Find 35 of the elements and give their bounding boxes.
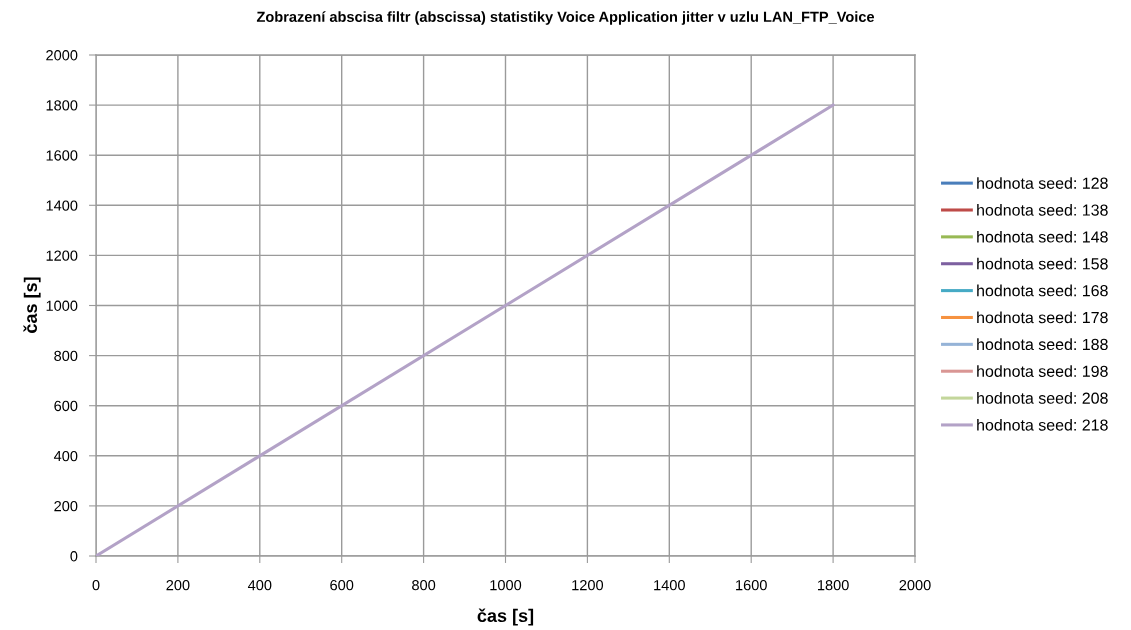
x-tick-label: 400: [247, 580, 272, 591]
x-tick-label: 1400: [654, 580, 685, 591]
y-tick-label: 1600: [46, 150, 78, 161]
x-tick-label: 600: [330, 580, 354, 591]
legend-label: hodnota seed: 158: [977, 257, 1108, 270]
y-tick-label: 400: [53, 450, 78, 462]
legend-label: hodnota seed: 178: [977, 311, 1108, 324]
x-tick-label: 1000: [490, 580, 522, 591]
x-tick-label: 0: [92, 580, 100, 591]
y-tick-label: 800: [54, 350, 78, 362]
legend-label: hodnota seed: 138: [977, 204, 1108, 216]
legend-label: hodnota seed: 168: [977, 284, 1108, 297]
x-tick-label: 1600: [736, 580, 767, 591]
x-tick-label: 1200: [572, 580, 604, 591]
y-tick-label: 1400: [46, 200, 78, 211]
chart-title: Zobrazení abscisa filtr (abscissa) statistiky Voice Application jitter v uzlu LAN_FTP_Voice: [256, 11, 875, 25]
y-tick-label: 0: [70, 551, 78, 562]
y-tick-label: 600: [54, 400, 78, 412]
legend-label: hodnota seed: 218: [977, 418, 1108, 431]
x-tick-label: 800: [412, 580, 436, 591]
y-axis-title: čas [s]: [23, 277, 41, 333]
y-tick-label: 200: [54, 501, 78, 512]
legend-label: hodnota seed: 208: [977, 392, 1108, 404]
legend-label: hodnota seed: 128: [977, 177, 1108, 189]
x-tick-label: 2000: [899, 580, 931, 591]
x-axis-title: čas [s]: [477, 608, 534, 626]
y-tick-label: 1200: [46, 250, 78, 261]
x-tick-label: 1800: [817, 580, 849, 591]
legend-label: hodnota seed: 198: [977, 365, 1108, 377]
y-tick-label: 1000: [46, 300, 78, 311]
y-tick-label: 1800: [46, 100, 78, 111]
x-tick-label: 200: [166, 580, 190, 591]
legend-label: hodnota seed: 188: [977, 338, 1108, 351]
legend-label: hodnota seed: 148: [977, 230, 1108, 243]
y-tick-label: 2000: [46, 50, 78, 61]
